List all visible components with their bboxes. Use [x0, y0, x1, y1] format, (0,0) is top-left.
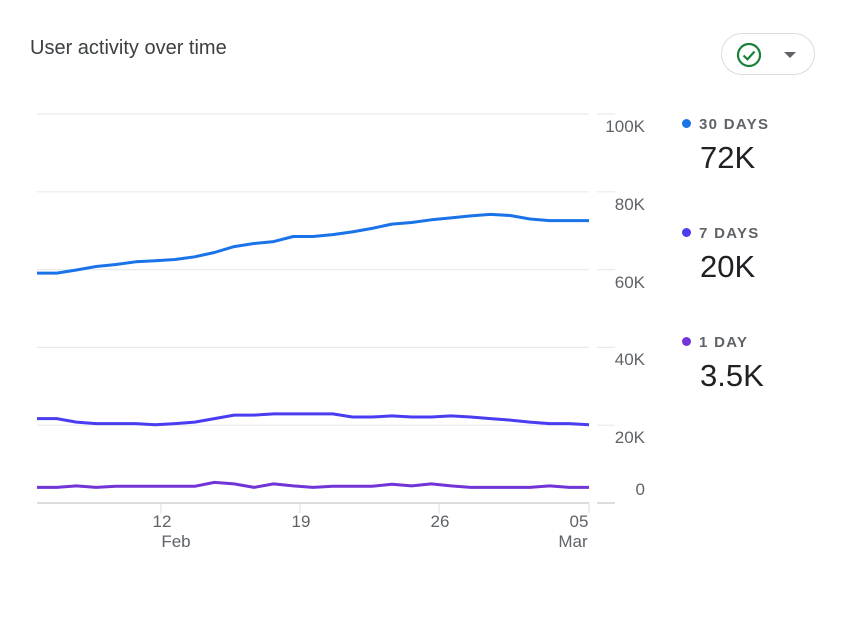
- caret-down-icon: [784, 52, 796, 58]
- x-tick-label: 26: [431, 512, 450, 531]
- y-tick-label: 60K: [615, 273, 646, 292]
- legend-dot: [682, 119, 691, 128]
- y-tick-label: 20K: [615, 428, 646, 447]
- y-tick-label: 40K: [615, 350, 646, 369]
- legend-value: 3.5K: [700, 358, 764, 393]
- legend-dot: [682, 228, 691, 237]
- legend-label: 1 DAY: [699, 334, 749, 351]
- legend-value: 72K: [700, 140, 756, 175]
- check-circle-icon: [736, 42, 762, 68]
- series-line-30-days: [37, 212, 589, 275]
- legend-value: 20K: [700, 249, 756, 284]
- series-line-7-days: [37, 412, 590, 427]
- y-tick-label: 80K: [615, 195, 646, 214]
- series-line-1-day: [37, 480, 589, 489]
- legend-label: 30 DAYS: [699, 116, 770, 133]
- legend-item-1-day[interactable]: 1 DAY 3.5K: [682, 334, 764, 394]
- card-title: User activity over time: [30, 37, 227, 59]
- x-tick-label: 12: [153, 512, 172, 531]
- legend-dot: [682, 337, 691, 346]
- legend-item-7-days[interactable]: 7 DAYS 20K: [682, 225, 760, 285]
- comparison-dropdown-button[interactable]: [721, 33, 815, 75]
- x-tick-label: 05: [570, 512, 589, 531]
- x-tick-month: Mar: [558, 532, 588, 551]
- y-tick-label: 0: [636, 480, 645, 499]
- x-tick-month: Feb: [161, 532, 190, 551]
- y-tick-label: 100K: [605, 117, 645, 136]
- legend-label: 7 DAYS: [699, 225, 760, 242]
- x-tick-label: 19: [292, 512, 311, 531]
- legend-item-30-days[interactable]: 30 DAYS 72K: [682, 116, 769, 176]
